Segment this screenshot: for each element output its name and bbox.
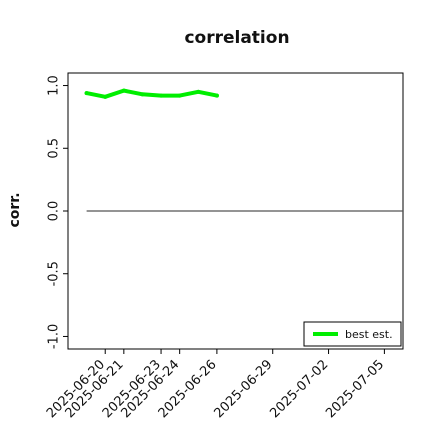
x-tick-label: 2025-07-05 [323,357,387,421]
data-point [196,89,201,94]
data-point [140,92,145,97]
data-point [84,91,89,96]
data-point [121,88,126,93]
data-point [103,94,108,99]
chart-title: correlation [184,28,289,48]
data-point [177,93,182,98]
legend-label: best est. [345,328,393,341]
x-tick-label: 2025-06-29 [212,357,276,421]
x-tick-label: 2025-07-02 [267,357,331,421]
y-tick-label: -0.5 [47,261,62,286]
legend: best est. [303,321,402,347]
data-point [214,93,219,98]
y-tick-label: -1.0 [47,324,62,349]
y-tick-label: 0.5 [47,138,62,159]
y-tick-label: 0.0 [47,201,62,222]
y-axis-label: corr. [7,192,23,227]
data-point [159,93,164,98]
y-tick-label: 1.0 [47,75,62,96]
series-line-best-est [84,88,219,99]
